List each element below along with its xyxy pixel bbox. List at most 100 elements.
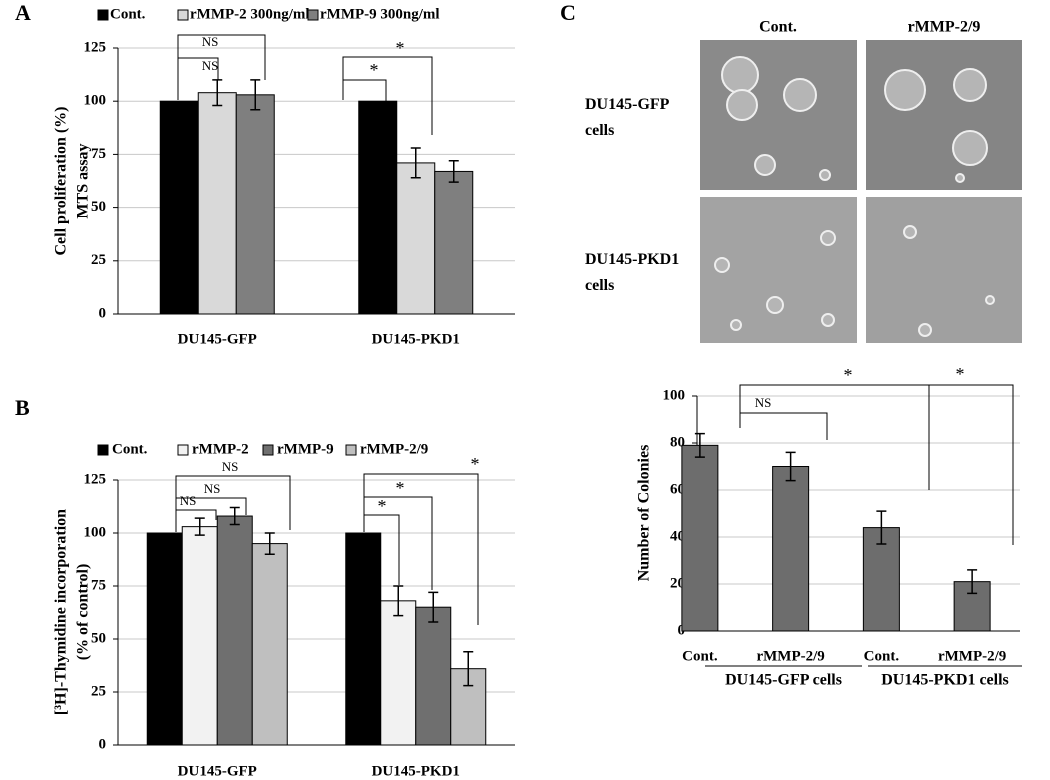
significance-label: NS	[204, 481, 221, 496]
bar	[862, 527, 900, 632]
panel-label: C	[560, 0, 576, 25]
y-axis-label: Cell proliferation (%)	[53, 106, 70, 255]
significance-label: *	[471, 454, 480, 474]
y-tick-label: 50	[91, 199, 106, 215]
y-tick-label: 75	[91, 146, 106, 162]
x-tick-label: DU145-GFP	[178, 763, 257, 779]
panel-label: B	[15, 395, 30, 420]
error-bar	[967, 569, 978, 595]
bar	[146, 532, 183, 746]
y-tick-label: 50	[91, 630, 106, 646]
bar	[380, 600, 417, 746]
significance-label: *	[370, 60, 379, 80]
legend-swatch	[97, 444, 109, 456]
x-tick-label: DU145-PKD1	[372, 331, 460, 347]
y-tick-label: 125	[84, 471, 107, 487]
x-tick-label: DU145-PKD1	[372, 763, 460, 779]
error-bar	[448, 160, 459, 183]
micrographs	[700, 40, 1022, 343]
y-tick-label: 100	[84, 524, 107, 540]
bar	[358, 100, 398, 315]
image-column-label: rMMP-2/9	[908, 19, 981, 36]
legend-label: Cont.	[112, 441, 148, 457]
legend-swatch	[177, 444, 189, 456]
error-bar	[785, 451, 796, 482]
significance-bracket	[739, 412, 828, 440]
y-tick-label: 0	[678, 622, 686, 638]
error-bar	[463, 650, 474, 687]
micrograph	[866, 40, 1022, 190]
y-tick-label: 25	[91, 683, 106, 699]
bar	[251, 543, 288, 746]
micrograph	[700, 40, 857, 190]
x-tick-label: DU145-GFP	[178, 331, 257, 347]
image-row-label: DU145-GFP cells	[585, 96, 670, 139]
bar	[434, 170, 474, 315]
y-axis-label: Number of Colonies	[636, 445, 653, 582]
bar	[396, 162, 436, 315]
bar	[197, 92, 237, 315]
bar	[681, 444, 719, 632]
significance-bracket	[363, 473, 479, 625]
significance-bracket	[177, 57, 219, 100]
legend-label: rMMP-2	[192, 441, 249, 457]
significance-label: *	[844, 365, 853, 385]
image-row-label: DU145-PKD1 cells	[585, 251, 679, 294]
significance-bracket	[177, 34, 266, 100]
significance-label: NS	[180, 493, 197, 508]
y-tick-label: 0	[99, 305, 107, 321]
legend-label: rMMP-2/9	[360, 441, 428, 457]
y-tick-label: 40	[670, 528, 685, 544]
y-tick-label: 0	[99, 736, 107, 752]
legend-swatch	[345, 444, 357, 456]
error-bar	[194, 517, 205, 536]
legend-swatch	[97, 9, 109, 21]
error-bar	[694, 432, 705, 458]
y-tick-label: 80	[670, 434, 685, 450]
group-label: DU145-PKD1 cells	[881, 672, 1009, 689]
bar	[772, 466, 810, 632]
error-bar	[212, 79, 223, 107]
x-tick-label: Cont.	[864, 648, 900, 664]
y-tick-label: 25	[91, 252, 106, 268]
y-tick-label: 20	[670, 575, 685, 591]
legend-swatch	[307, 9, 319, 21]
y-tick-label: 75	[91, 577, 106, 593]
bar	[159, 100, 199, 315]
y-tick-label: 60	[670, 481, 685, 497]
micrograph	[866, 197, 1022, 343]
legend-label: Cont.	[110, 6, 146, 22]
bar	[181, 526, 218, 746]
significance-label: *	[396, 478, 405, 498]
legend-label: rMMP-9	[277, 441, 334, 457]
y-tick-label: 125	[84, 39, 107, 55]
y-axis-label: MTS assay	[75, 143, 92, 218]
bar	[345, 532, 382, 746]
legend-swatch	[177, 9, 189, 21]
y-axis-label: [³H]-Thymidine incorporation	[53, 509, 70, 715]
significance-label: NS	[755, 395, 772, 410]
significance-label: *	[396, 38, 405, 58]
significance-bracket	[928, 384, 1014, 545]
x-tick-label: Cont.	[682, 648, 718, 664]
legend-swatch	[262, 444, 274, 456]
significance-label: NS	[222, 459, 239, 474]
significance-label: *	[956, 364, 965, 384]
significance-bracket	[175, 475, 291, 532]
error-bar	[393, 585, 404, 617]
colonies	[714, 56, 995, 337]
error-bar	[250, 79, 261, 111]
x-tick-label: rMMP-2/9	[756, 648, 824, 664]
error-bar	[410, 147, 421, 179]
bar	[415, 606, 452, 746]
bar	[235, 94, 275, 315]
error-bar	[229, 506, 240, 526]
error-bar	[876, 510, 887, 545]
group-label: DU145-GFP cells	[725, 672, 842, 689]
significance-label: *	[378, 496, 387, 516]
significance-bracket	[342, 56, 433, 135]
significance-label: NS	[202, 34, 219, 49]
y-tick-label: 100	[84, 93, 107, 109]
significance-label: NS	[202, 58, 219, 73]
